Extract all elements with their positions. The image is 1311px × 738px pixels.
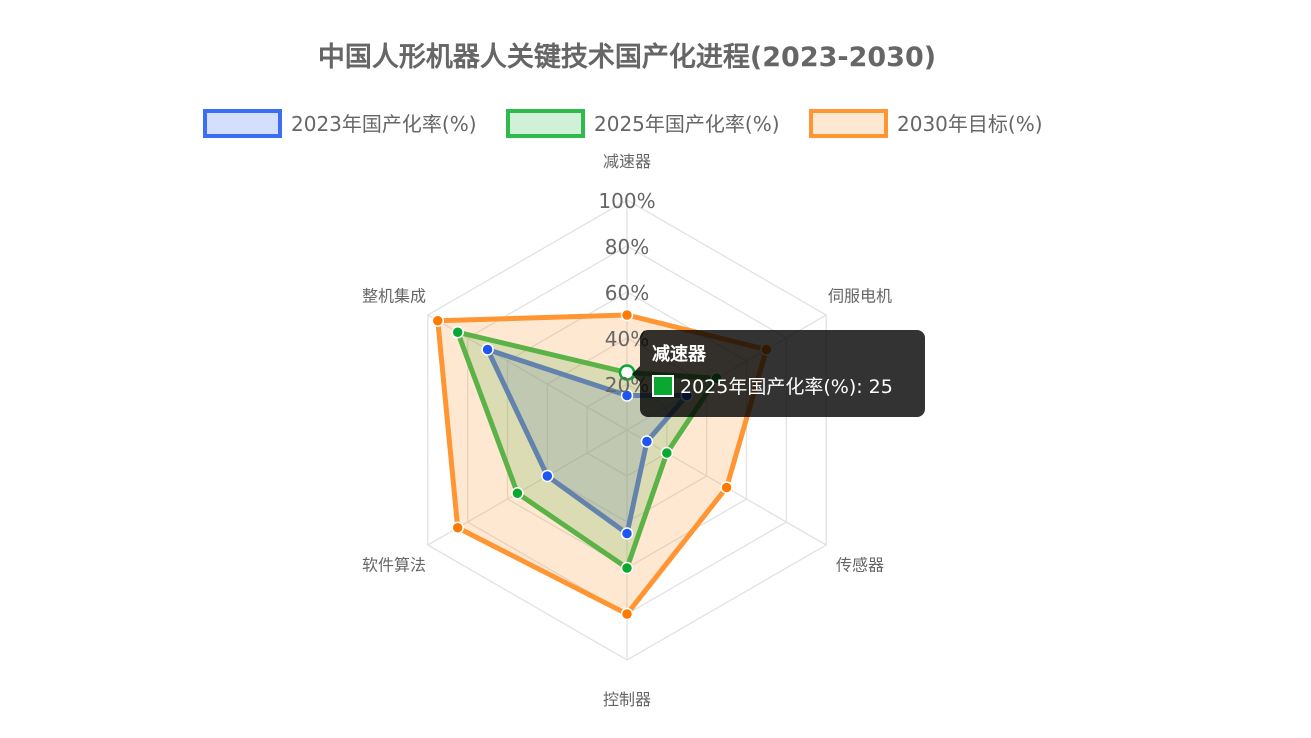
data-point[interactable]: [431, 314, 445, 327]
axis-label: 软件算法: [362, 556, 426, 575]
tick-label: 60%: [605, 281, 649, 305]
data-point[interactable]: [720, 481, 733, 494]
tooltip-caret: [632, 366, 640, 382]
data-point[interactable]: [481, 343, 494, 356]
legend-swatch: [506, 109, 585, 138]
data-point[interactable]: [620, 527, 634, 540]
tooltip-body: 2025年国产化率(%): 25: [652, 372, 913, 399]
legend-item[interactable]: 2025年国产化率(%): [506, 109, 780, 138]
data-point[interactable]: [620, 561, 634, 575]
tooltip-label: 2025年国产化率(%): 25: [680, 376, 893, 398]
legend-swatch: [809, 109, 888, 138]
chart-title: 中国人形机器人关键技术国产化进程(2023-2030): [318, 41, 936, 73]
data-point[interactable]: [620, 607, 634, 621]
tooltip-title: 减速器: [652, 344, 706, 365]
tooltip-swatch: [652, 374, 674, 397]
axis-label: 整机集成: [362, 286, 426, 305]
axis-label: 伺服电机: [828, 286, 892, 305]
data-point[interactable]: [451, 326, 464, 339]
tooltip: 减速器 2025年国产化率(%): 25: [632, 330, 925, 417]
data-point[interactable]: [620, 389, 634, 402]
legend-item[interactable]: 2030年目标(%): [809, 109, 1043, 138]
data-point[interactable]: [451, 521, 464, 534]
tick-label: 100%: [598, 189, 655, 213]
legend-label: 2023年国产化率(%): [291, 112, 477, 136]
axis-label: 传感器: [836, 556, 884, 575]
legend-item[interactable]: 2023年国产化率(%): [203, 109, 477, 138]
tick-label: 80%: [605, 235, 649, 259]
data-point[interactable]: [660, 446, 674, 460]
data-point[interactable]: [620, 308, 634, 322]
legend-label: 2030年目标(%): [897, 112, 1043, 136]
data-point[interactable]: [511, 487, 524, 500]
data-point[interactable]: [541, 469, 554, 483]
axis-label: 减速器: [603, 152, 651, 171]
axis-label: 控制器: [603, 690, 651, 709]
legend-swatch: [203, 109, 282, 138]
data-point[interactable]: [640, 435, 654, 448]
legend: 2023年国产化率(%) 2025年国产化率(%) 2030年目标(%): [203, 109, 1043, 138]
legend-label: 2025年国产化率(%): [594, 112, 780, 136]
